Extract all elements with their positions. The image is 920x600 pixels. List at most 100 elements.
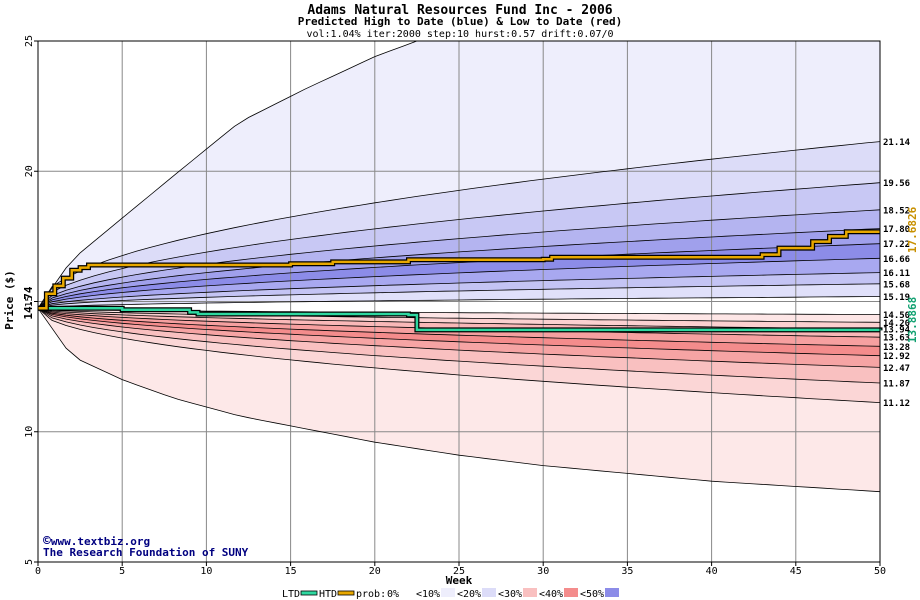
htd-final-label: 17.6826 — [906, 206, 919, 253]
contour-line — [38, 307, 880, 357]
y-axis-label: Price ($) — [3, 270, 16, 330]
legend-htd-swatch — [337, 590, 355, 596]
band-value-label: 12.47 — [883, 364, 910, 374]
legend-item-label: <50% — [580, 589, 604, 600]
x-tick-label: 15 — [285, 566, 297, 577]
band-value-label: 13.94 — [883, 326, 911, 336]
band-value-label: 13.28 — [883, 343, 910, 353]
credit-site-text: www.textbiz.org — [51, 535, 150, 548]
x-tick-label: 10 — [200, 566, 212, 577]
high-band-area — [38, 141, 880, 309]
band-value-label: 14.20 — [883, 319, 910, 329]
band-value-label: 21.14 — [883, 138, 911, 148]
legend-ltd-label: LTD — [282, 589, 300, 600]
contour-line — [38, 307, 880, 347]
legend-item-label: <40% — [539, 589, 563, 600]
contour-line — [38, 307, 880, 403]
low-band-area — [38, 308, 880, 368]
band-value-label: 16.11 — [883, 269, 910, 279]
x-axis-ticks: 0 5 10 15 20 25 30 35 40 45 50 — [35, 562, 886, 577]
legend-item-label: <30% — [498, 589, 522, 600]
legend-item-swatch — [400, 588, 414, 597]
x-tick-label: 30 — [537, 566, 549, 577]
band-value-label: 16.66 — [883, 255, 910, 265]
contour-line — [38, 308, 880, 493]
ltd-line — [38, 307, 882, 332]
low-band-area — [38, 308, 880, 347]
x-tick-label: 5 — [119, 566, 125, 577]
x-tick-label: 50 — [874, 566, 886, 577]
legend-item-label: <10% — [416, 589, 440, 600]
low-band-area — [38, 308, 880, 383]
x-axis-label: Week — [446, 574, 473, 587]
contour-line — [38, 243, 880, 309]
high-band-area — [38, 228, 880, 309]
x-tick-label: 35 — [621, 566, 633, 577]
legend-item-swatch — [482, 588, 496, 597]
band-value-label: 15.68 — [883, 280, 910, 290]
y-tick-label: 10 — [24, 426, 35, 438]
contour-line — [38, 307, 880, 368]
x-tick-label: 25 — [453, 566, 465, 577]
y-tick-label: 5 — [24, 559, 35, 565]
htd-line — [38, 230, 880, 310]
start-price-label: 14.74 — [22, 286, 35, 319]
chart-title: Adams Natural Resources Fund Inc - 2006 — [307, 3, 612, 18]
legend-htd-label: HTD — [319, 589, 337, 600]
contour-line — [38, 296, 880, 309]
high-band-area — [38, 243, 880, 309]
band-value-label: 11.12 — [883, 399, 910, 409]
contour-line — [38, 141, 880, 309]
band-value-label: 12.92 — [883, 352, 910, 362]
contour-line — [38, 283, 880, 309]
legend-item-label: <20% — [457, 589, 481, 600]
contour-line — [38, 182, 880, 309]
x-tick-label: 0 — [35, 566, 41, 577]
trace-lines — [38, 229, 883, 333]
legend-item-swatch — [523, 588, 537, 597]
band-value-label: 19.56 — [883, 179, 910, 189]
contour-line — [38, 228, 880, 309]
credit-site: ©www.textbiz.org — [43, 534, 150, 549]
contour-line — [38, 307, 880, 384]
contour-line — [38, 307, 880, 323]
high-band-area — [38, 182, 880, 309]
contour-lines — [38, 41, 880, 493]
x-tick-label: 20 — [369, 566, 381, 577]
y-tick-label: 25 — [24, 35, 35, 47]
low-band-area — [38, 308, 880, 403]
legend-ltd-swatch — [300, 590, 318, 596]
legend-item-swatch — [564, 588, 578, 597]
legend-item-label: 0% — [387, 589, 399, 600]
contour-line — [38, 272, 880, 309]
chart-params: vol:1.04% iter:2000 step:10 hurst:0.57 d… — [306, 29, 613, 40]
chart-subtitle: Predicted High to Date (blue) & Low to D… — [298, 15, 623, 28]
band-value-label: 17.22 — [883, 240, 910, 250]
contour-line — [38, 209, 880, 309]
legend-item-swatch — [441, 588, 455, 597]
band-value-label: 11.87 — [883, 380, 910, 390]
band-value-label: 15.19 — [883, 293, 910, 303]
legend-prob-label: prob: — [356, 589, 386, 600]
low-band-area — [38, 308, 880, 356]
y-tick-label: 15 — [24, 295, 35, 307]
contour-line — [38, 257, 880, 309]
x-tick-label: 40 — [706, 566, 718, 577]
band-value-label: 18.52 — [883, 206, 910, 216]
x-tick-label: 45 — [790, 566, 802, 577]
legend-item-swatch — [605, 588, 619, 597]
band-value-label: 13.63 — [883, 334, 910, 344]
copyright-icon: © — [43, 534, 51, 549]
y-axis-ticks: 5 10 15 20 25 — [24, 35, 38, 565]
contour-line — [38, 307, 880, 330]
high-band-area — [38, 209, 880, 309]
contour-line — [38, 41, 419, 309]
y-tick-label: 20 — [24, 165, 35, 177]
band-value-labels: 21.14 19.56 18.52 17.80 17.22 16.66 16.1115.68… — [883, 138, 911, 409]
legend: LTD HTD prob: 0% <10% <20% <30% <40% <50% — [282, 588, 619, 600]
ltd-final-label: 13.8868 — [906, 297, 919, 343]
band-value-label: 14.50 — [883, 311, 910, 321]
band-value-label: 17.80 — [883, 225, 910, 235]
high-band-area — [38, 258, 880, 309]
